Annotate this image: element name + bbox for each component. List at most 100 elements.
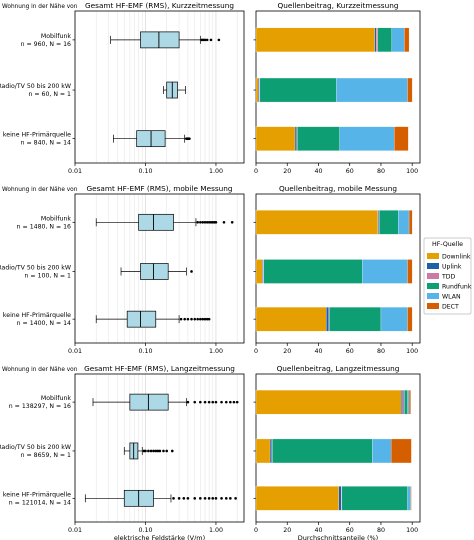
x-tick-label: 20 [283,527,291,534]
flier [220,497,223,500]
stacked-bar-panel [253,10,421,166]
flier [196,221,199,224]
bar-segment [272,438,373,464]
x-tick-label: 20 [283,168,291,175]
bar-segment [326,307,329,332]
panel-title: Gesamt HF-EMF (RMS), mobile Messung [86,184,232,193]
bar-segment [404,27,410,53]
flier [229,400,232,404]
panel-title: Gesamt HF-EMF (RMS), Kurzzeitmessung [85,1,234,10]
category-info: n = 840, N = 14 [21,140,71,147]
panel-title: Quellenbeitrag, mobile Messung [279,184,397,193]
flier [224,400,228,404]
category-label: Mobilfunk [41,215,72,222]
corner-label: Wohnung in der Nähe von [2,4,78,10]
axes-frame [74,373,245,523]
flier [201,221,205,224]
category-label: Radio/TV 50 bis 200 kW [0,264,71,271]
bar-segment [259,77,337,103]
category-info: n = 1480, N = 16 [17,223,71,230]
flier [224,497,228,500]
box [110,31,221,49]
legend-label: WLAN [442,294,461,301]
category-info: n = 121014, N = 14 [9,499,71,506]
flier [201,317,205,321]
flier [205,221,209,224]
x-tick-label: 0 [254,348,258,355]
flier [211,400,215,404]
x-tick-label: 20 [283,348,291,355]
box [120,263,193,280]
box-iqr [140,263,169,280]
bar-segment [410,486,412,511]
x-tick-label: 100 [406,348,418,355]
x-tick-label: 100 [406,527,418,534]
x-tick-label: 40 [314,527,322,534]
bar-segment [376,27,378,53]
flier [222,221,226,224]
box [112,130,191,148]
legend-label: Downlink [442,254,471,261]
corner-label: Wohnung in der Nähe von [2,187,78,193]
flier [203,400,207,404]
flier [144,449,147,453]
flier [190,270,193,273]
bar-segment [269,438,272,464]
flier [203,317,207,321]
flier [154,449,158,453]
boxplot-panel [72,373,245,525]
flier [203,38,207,42]
flier [188,137,191,140]
panel-title: Gesamt HF-EMF (RMS), Langzeitmessung [84,364,235,373]
bar-segment [255,307,327,332]
axes-frame [74,193,245,344]
bar-segment [372,438,392,464]
flier [158,449,162,453]
x-tick-label: 0.10 [138,527,152,534]
bar-segment [404,389,408,415]
box-iqr [138,213,174,231]
flier [156,449,160,453]
x-tick-label: 1.00 [209,348,223,355]
legend-title: HF-Quelle [432,241,463,248]
flier [201,38,205,42]
bar-segment [362,259,408,284]
legend-swatch [427,293,439,299]
box [123,442,174,460]
flier [235,400,239,404]
bar-segment [263,259,363,284]
x-tick-label: 0.01 [68,168,82,175]
legend-label: TDD [441,274,456,281]
flier [196,317,199,321]
flier [211,497,215,500]
x-tick-label: 0.01 [68,348,82,355]
category-info: n = 60, N = 1 [28,91,71,98]
flier [205,38,209,42]
category-label: keine HF-Primärquelle [3,312,71,319]
flier [190,317,193,321]
x-tick-label: 0 [254,168,258,175]
box-iqr [126,310,157,328]
bar-segment [380,307,408,332]
bar-segment [255,389,402,415]
flier [172,497,175,500]
flier [193,317,197,321]
flier [186,400,190,404]
category-info: n = 1400, N = 14 [17,320,71,327]
bar-segment [407,486,411,511]
bar-segment [255,259,263,284]
bar-segment [394,126,409,151]
legend-swatch [427,273,439,279]
bar-segment [341,486,408,511]
x-tick-label: 80 [377,527,385,534]
category-info: n = 8659, N = 1 [21,452,71,459]
legend-label: Uplink [442,264,462,271]
x-axis-label: Durchschnittsanteile (%) [298,534,378,540]
bar-segment [336,77,408,103]
box-iqr [129,393,169,411]
category-label: keine HF-Primärquelle [3,132,71,139]
flier [199,497,202,500]
box [163,81,186,99]
bar-segment [294,126,297,151]
category-label: Radio/TV 50 bis 200 kW [0,83,71,90]
